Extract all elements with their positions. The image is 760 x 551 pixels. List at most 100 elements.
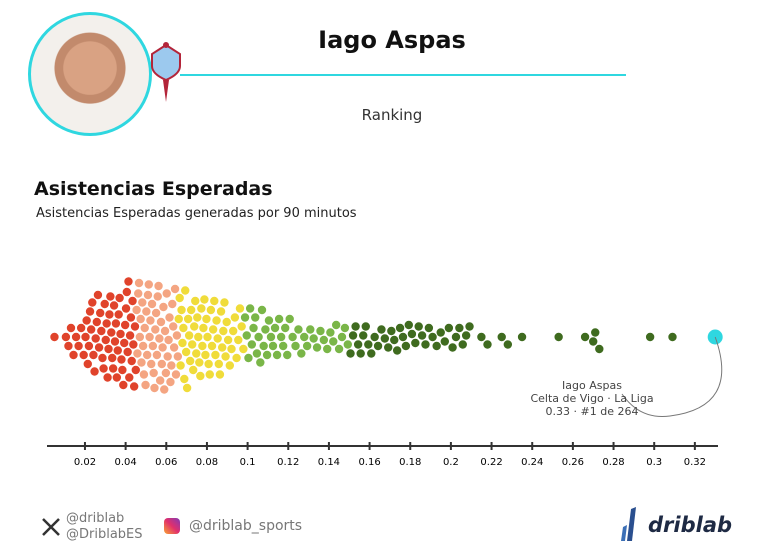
player-dot bbox=[68, 350, 79, 361]
player-dot bbox=[105, 291, 116, 302]
player-dot bbox=[205, 305, 216, 316]
player-dot bbox=[145, 315, 156, 326]
player-dot bbox=[109, 300, 120, 311]
player-dot bbox=[49, 332, 60, 343]
player-dot bbox=[172, 351, 183, 362]
player-dot bbox=[243, 353, 254, 364]
player-dot bbox=[496, 332, 507, 343]
x-logo-icon bbox=[42, 518, 60, 536]
player-dot bbox=[360, 321, 371, 332]
player-dot bbox=[228, 326, 239, 337]
player-dot bbox=[216, 306, 227, 317]
player-dot bbox=[263, 315, 274, 326]
x-tick-label: 0.08 bbox=[196, 457, 218, 468]
player-dot bbox=[150, 324, 161, 335]
player-dot bbox=[443, 323, 454, 334]
player-dot bbox=[125, 312, 136, 323]
player-dot bbox=[219, 297, 230, 308]
player-dot bbox=[164, 312, 175, 323]
player-dot bbox=[189, 321, 200, 332]
player-dot bbox=[139, 323, 150, 334]
player-dot bbox=[137, 297, 148, 308]
player-dot bbox=[260, 324, 271, 335]
player-dot bbox=[328, 336, 339, 347]
player-dot bbox=[135, 314, 146, 325]
player-dot bbox=[78, 350, 89, 361]
player-dot bbox=[251, 348, 262, 359]
player-dot bbox=[276, 332, 287, 343]
player-dot bbox=[517, 332, 528, 343]
x-tick-label: 0.12 bbox=[277, 457, 299, 468]
player-dot bbox=[345, 348, 356, 359]
player-dot bbox=[132, 348, 143, 359]
player-dot bbox=[63, 341, 74, 352]
player-dot bbox=[315, 326, 326, 337]
x-tick-label: 0.04 bbox=[114, 457, 136, 468]
player-dot bbox=[383, 342, 394, 353]
instagram-icon bbox=[164, 518, 180, 534]
player-dot bbox=[395, 323, 406, 334]
player-dot bbox=[168, 321, 179, 332]
player-dot bbox=[138, 341, 149, 352]
player-dot bbox=[457, 339, 468, 350]
player-dot bbox=[130, 365, 141, 376]
player-dot bbox=[199, 294, 210, 305]
player-dot bbox=[102, 372, 113, 383]
player-dot bbox=[413, 321, 424, 332]
player-dot bbox=[218, 326, 229, 337]
callout-rank: 0.33 · #1 de 264 bbox=[546, 405, 639, 418]
club-crest-icon bbox=[151, 42, 181, 102]
player-dot bbox=[223, 335, 234, 346]
player-dot bbox=[136, 357, 147, 368]
player-dot bbox=[250, 312, 261, 323]
player-dot bbox=[258, 341, 269, 352]
player-dot bbox=[120, 320, 131, 331]
player-dot bbox=[81, 315, 92, 326]
player-dot bbox=[156, 359, 167, 370]
player-dot bbox=[234, 303, 245, 314]
player-dot bbox=[667, 332, 678, 343]
player-dot bbox=[149, 382, 160, 393]
player-dot bbox=[147, 341, 158, 352]
player-dot bbox=[406, 329, 417, 340]
player-dot bbox=[502, 339, 513, 350]
player-dot bbox=[336, 332, 347, 343]
player-dot bbox=[159, 384, 170, 395]
player-dot bbox=[155, 375, 166, 386]
player-dot bbox=[588, 336, 599, 347]
player-dot bbox=[157, 342, 168, 353]
x-handle-2[interactable]: @DriblabES bbox=[66, 527, 143, 542]
player-dot bbox=[257, 305, 268, 316]
player-dot bbox=[366, 348, 377, 359]
player-dot bbox=[162, 351, 173, 362]
player-dot bbox=[290, 341, 301, 352]
callout-team: Celta de Vigo · La Liga bbox=[530, 392, 653, 405]
player-dot bbox=[152, 291, 163, 302]
player-dot bbox=[299, 332, 310, 343]
player-dot bbox=[217, 342, 228, 353]
player-dot bbox=[88, 350, 99, 361]
player-dot bbox=[192, 312, 203, 323]
player-dot bbox=[115, 329, 126, 340]
player-dot bbox=[195, 370, 206, 381]
player-dot bbox=[214, 369, 225, 380]
player-dot bbox=[262, 350, 273, 361]
player-dot bbox=[86, 324, 97, 335]
player-dot bbox=[392, 345, 403, 356]
player-dot bbox=[454, 323, 465, 334]
player-dot bbox=[141, 306, 152, 317]
beeswarm-chart: Iago Aspas Celta de Vigo · La Liga 0.33 … bbox=[47, 276, 723, 468]
player-dot bbox=[270, 323, 281, 334]
player-dot bbox=[134, 278, 145, 289]
player-dot bbox=[210, 350, 221, 361]
player-dot bbox=[180, 285, 191, 296]
player-dot bbox=[213, 359, 224, 370]
player-dot bbox=[113, 309, 124, 320]
x-handle-1[interactable]: @driblab bbox=[66, 511, 125, 526]
player-dot bbox=[353, 339, 364, 350]
player-dot bbox=[322, 344, 333, 355]
instagram-handle[interactable]: @driblab_sports bbox=[189, 518, 303, 534]
player-dot bbox=[142, 350, 153, 361]
player-dot bbox=[125, 330, 136, 341]
player-dot bbox=[553, 332, 564, 343]
